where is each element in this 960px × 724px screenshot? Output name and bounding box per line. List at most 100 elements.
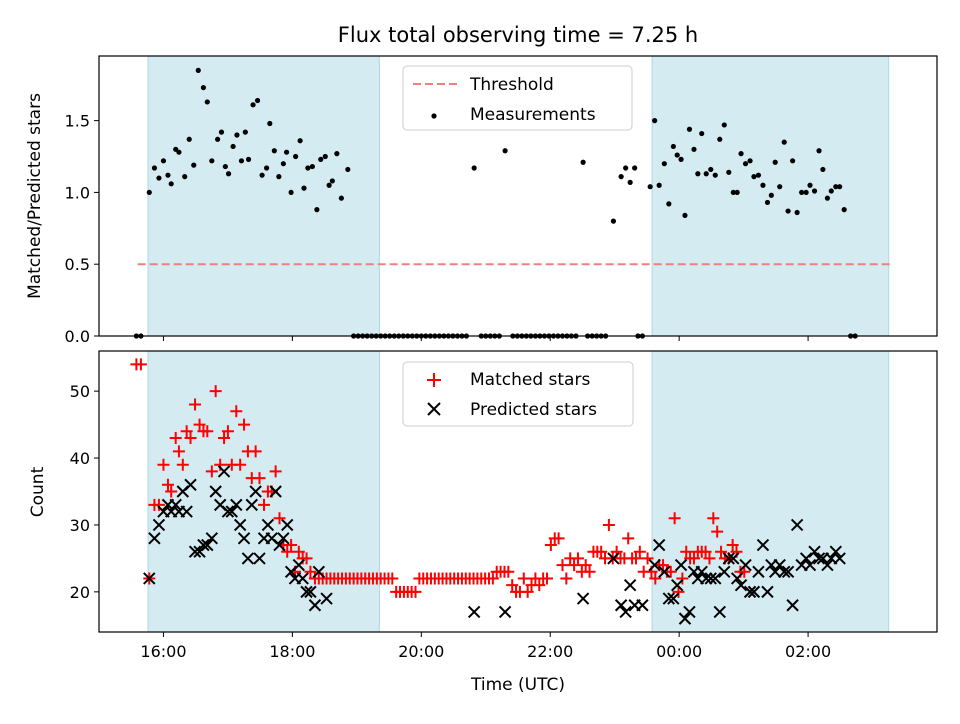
predicted-stars-point	[695, 565, 708, 578]
top-y-axis-label: Matched/Predicted stars	[25, 93, 45, 299]
matched-stars-point	[486, 572, 499, 585]
predicted-stars-point	[683, 605, 696, 619]
bottom-legend: Matched stars Predicted stars	[402, 361, 634, 427]
shaded-intervals-bottom	[147, 350, 890, 633]
measurement-point	[305, 165, 311, 171]
measurement-point	[730, 189, 736, 196]
matched-stars-point	[664, 565, 677, 578]
y-tick-label: 30	[70, 516, 90, 535]
measurement-point	[225, 171, 232, 177]
predicted-stars-point	[148, 532, 161, 545]
legend-matched-swatch	[427, 373, 441, 387]
predicted-stars-point	[225, 505, 238, 518]
predicted-stars-point	[747, 585, 761, 599]
measurement-point	[267, 120, 273, 127]
matched-stars-point	[602, 518, 615, 531]
measurement-point	[195, 67, 201, 73]
measurement-point	[811, 188, 818, 194]
predicted-stars-point	[230, 498, 243, 512]
predicted-stars-point	[221, 505, 235, 518]
predicted-stars-point	[233, 518, 247, 532]
measurement-point	[708, 166, 714, 173]
chart-title: Flux total observing time = 7.25 h	[338, 23, 698, 47]
measurement-point	[652, 118, 658, 124]
predicted-stars-point	[273, 538, 286, 552]
predicted-stars-point	[652, 538, 666, 552]
predicted-stars-point	[718, 565, 731, 578]
matched-stars-point	[715, 545, 728, 558]
matched-stars-point	[218, 431, 231, 444]
measurement-point	[699, 130, 705, 137]
predicted-stars-point	[648, 558, 661, 572]
predicted-stars-point	[498, 605, 512, 619]
measurement-point	[271, 148, 277, 154]
measurement-point	[751, 174, 757, 180]
measurement-point	[726, 169, 732, 175]
matched-stars-point	[680, 545, 693, 558]
measurement-point	[276, 174, 282, 180]
predicted-stars-point	[761, 585, 774, 599]
matched-stars-point	[622, 532, 635, 545]
measurement-point	[218, 129, 225, 135]
predicted-stars-point	[237, 532, 251, 545]
predicted-stars-point	[773, 558, 786, 572]
matched-stars-point	[668, 512, 681, 525]
predicted-stars-point	[713, 605, 726, 619]
measurement-point	[186, 136, 192, 142]
x-axis-label: Time (UTC)	[470, 675, 565, 695]
bottom-legend-box	[402, 361, 634, 427]
predicted-stars-point	[636, 599, 649, 612]
matched-stars-point	[281, 545, 294, 558]
legend-threshold-label: Threshold	[469, 75, 554, 95]
measurement-point	[734, 189, 740, 196]
measurement-point	[678, 156, 684, 162]
measurement-point	[309, 163, 315, 170]
measurement-point	[772, 159, 778, 165]
measurement-point	[841, 207, 847, 213]
measurement-point	[254, 97, 261, 104]
matched-stars-point	[502, 565, 515, 578]
y-tick-label: 1.5	[65, 112, 90, 131]
x-tick-label: 18:00	[269, 642, 315, 661]
measurement-point	[828, 188, 834, 194]
predicted-stars-point	[752, 565, 765, 578]
predicted-stars-point	[169, 498, 182, 512]
predicted-stars-point	[727, 552, 740, 565]
measurement-point	[647, 184, 653, 190]
matched-stars-point	[253, 472, 266, 485]
measurement-point	[717, 136, 723, 142]
matched-stars-point	[649, 572, 662, 585]
matched-stars-point	[552, 532, 565, 545]
matched-stars-point	[560, 572, 573, 585]
measurement-point	[338, 195, 344, 201]
matched-stars-point	[571, 552, 584, 565]
matched-stars-point	[541, 572, 554, 585]
matched-stars-point	[629, 552, 642, 565]
measurement-point	[234, 132, 240, 138]
legend-matched-label: Matched stars	[470, 370, 590, 390]
predicted-stars-point	[269, 485, 282, 498]
measurement-point	[283, 149, 290, 155]
predicted-stars-point	[245, 498, 258, 512]
bottom-plot-frame	[98, 350, 938, 633]
measurement-point	[318, 156, 324, 162]
measurement-point	[790, 158, 796, 164]
x-ticks-bottom: 16:00 18:00 20:00 22:00 00:00 02:00	[140, 632, 831, 661]
y-tick-label: 1.0	[65, 183, 90, 202]
measurement-point	[803, 189, 809, 196]
measurement-point	[627, 179, 633, 185]
x-tick-label: 20:00	[398, 642, 444, 661]
predicted-stars-point	[320, 592, 333, 605]
matched-stars-point	[699, 545, 712, 558]
predicted-stars-point	[821, 558, 834, 572]
measurement-point	[785, 208, 791, 214]
measurement-point	[168, 181, 174, 187]
measurement-point	[200, 84, 207, 91]
predicted-stars-point	[768, 565, 782, 578]
measurement-point	[191, 162, 197, 168]
matched-stars-point	[205, 465, 218, 478]
legend-predicted-swatch	[427, 402, 441, 416]
measurement-point	[777, 184, 783, 190]
